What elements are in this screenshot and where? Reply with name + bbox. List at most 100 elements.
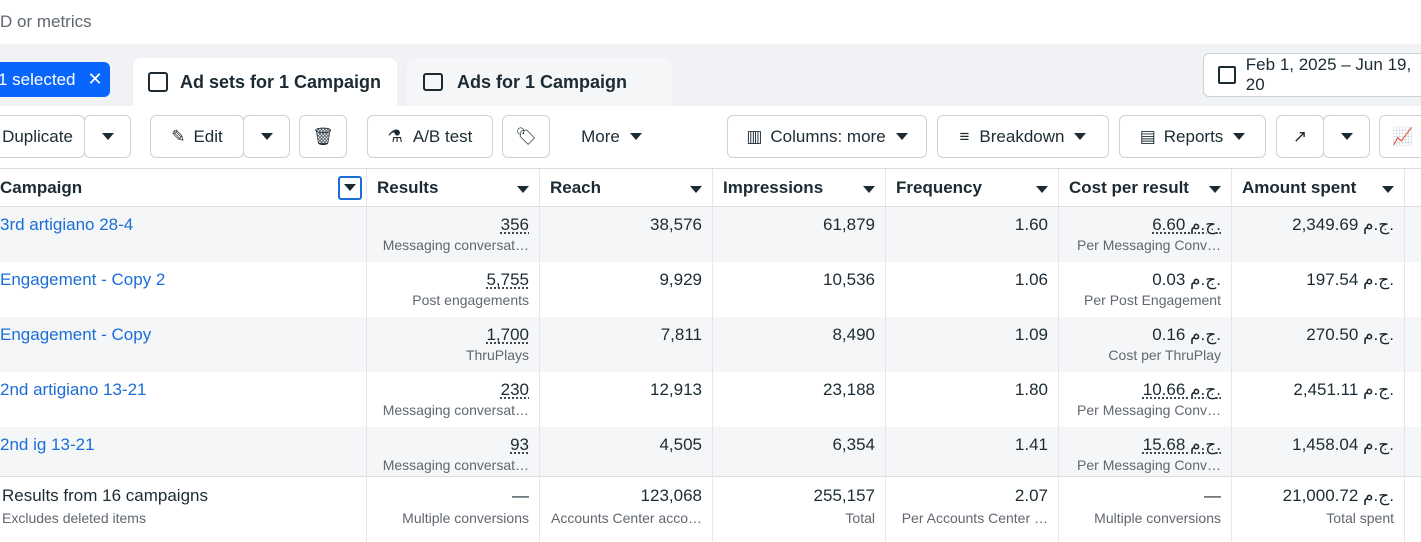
summary-subtitle: Excludes deleted items xyxy=(2,510,146,526)
selected-label: 1 selected xyxy=(0,69,76,89)
button-label: Columns: more xyxy=(770,126,886,146)
table-cell: 2,349.69 ج.م. xyxy=(1232,207,1405,262)
date-range: Feb 1, 2025 – Jun 19, 20 xyxy=(1245,55,1412,94)
dropdown-button[interactable] xyxy=(84,115,131,158)
tag-button[interactable]: 🏷 xyxy=(502,115,550,158)
table-cell: 61,879 xyxy=(713,207,886,262)
columns-button[interactable]: ▥ Columns: more xyxy=(727,115,927,158)
cell-value: 4,505 xyxy=(659,435,702,454)
column-header[interactable]: Frequency xyxy=(886,169,1059,207)
cell-value: 270.50 ج.م. xyxy=(1306,325,1394,344)
sort-caret[interactable] xyxy=(338,175,362,200)
cell-subtext: ThruPlays xyxy=(465,347,529,363)
sort-caret[interactable] xyxy=(1209,178,1221,198)
cell-value: 93 xyxy=(510,435,529,454)
table-cell: 2,451.11 ج.م. xyxy=(1232,372,1405,427)
cell-value: 1.80 xyxy=(1014,380,1048,399)
summary-subtext: Multiple conversions xyxy=(1094,510,1221,526)
column-header[interactable]: Cost per result xyxy=(1059,169,1232,207)
campaign-link[interactable]: 3rd artigiano 28-4 xyxy=(0,215,134,234)
summary-subtext: Accounts Center acco… xyxy=(551,510,702,526)
campaign-link[interactable]: 2nd ig 13-21 xyxy=(0,435,95,454)
table-row xyxy=(0,427,1421,476)
ab-test-button[interactable]: ⚗ A/B test xyxy=(367,115,493,158)
column-title: Reach xyxy=(550,177,602,197)
table-row xyxy=(0,372,1421,427)
cell-value: 230 xyxy=(500,380,529,399)
selected-pill[interactable]: 1 selected ✕ xyxy=(0,62,110,97)
table-cell: 1,458.04 ج.م. xyxy=(1232,427,1405,476)
table-cell: 7,811 xyxy=(540,317,713,372)
column-header[interactable]: Results xyxy=(367,169,540,207)
campaign-link[interactable]: 2nd artigiano 13-21 xyxy=(0,380,147,399)
tab-label: Ads for 1 Campaign xyxy=(457,71,628,92)
summary-cell: 255,157 Total xyxy=(713,476,886,542)
cell-value: 6.60 ج.م. xyxy=(1152,215,1221,234)
table-row xyxy=(0,317,1421,372)
column-title: Impressions xyxy=(723,177,824,197)
button-label: More xyxy=(581,126,620,146)
date-picker[interactable]: Feb 1, 2025 – Jun 19, 20 xyxy=(1203,53,1421,97)
table-cell: 38,576 xyxy=(540,207,713,262)
cell-subtext: Per Messaging Conv… xyxy=(1077,237,1221,253)
column-header[interactable]: Reach xyxy=(540,169,713,207)
more-button[interactable]: More xyxy=(563,115,660,158)
cell-subtext: Messaging conversat… xyxy=(382,237,529,253)
cell-value: 8,490 xyxy=(832,325,875,344)
summary-subtext: Multiple conversions xyxy=(402,510,529,526)
table-cell: 2nd ig 13-21 xyxy=(0,427,367,476)
search-bar[interactable]: D or metrics xyxy=(0,0,1421,44)
sort-caret[interactable] xyxy=(690,178,702,198)
table-cell: 3rd artigiano 28-4 xyxy=(0,207,367,262)
edit-button[interactable]: ✎ Edit xyxy=(150,115,244,158)
tab[interactable]: Ad sets for 1 Campaign xyxy=(133,58,397,106)
table-cell: 1.06 xyxy=(886,262,1059,317)
dropdown-button[interactable] xyxy=(1323,115,1370,158)
campaign-link[interactable]: Engagement - Copy xyxy=(0,325,152,344)
delete-button[interactable]: 🗑 xyxy=(299,115,347,158)
button-label: A/B test xyxy=(412,126,473,146)
summary-cell: 21,000.72 ج.م. Total spent xyxy=(1232,476,1405,542)
table-cell: 270.50 ج.م. xyxy=(1232,317,1405,372)
summary-value: — xyxy=(512,486,529,505)
campaign-table: Campaign Results Reach Impressions Frequency… xyxy=(0,168,1421,542)
column-title: Cost per result xyxy=(1069,177,1189,197)
summary-value: 21,000.72 ج.م. xyxy=(1282,486,1394,505)
table-row xyxy=(0,207,1421,262)
duplicate-button[interactable]: Duplicate xyxy=(0,115,85,158)
sort-caret[interactable] xyxy=(863,178,875,198)
chart-button[interactable]: 📈 xyxy=(1379,115,1421,158)
sort-caret[interactable] xyxy=(517,178,529,198)
button-label: Duplicate xyxy=(2,126,73,146)
column-header[interactable]: Campaign xyxy=(0,169,367,207)
sort-caret[interactable] xyxy=(1382,178,1394,198)
cell-value: 7,811 xyxy=(660,325,702,344)
summary-value: 2.07 xyxy=(1014,486,1048,505)
table-cell: 9,929 xyxy=(540,262,713,317)
summary-title: Results from 16 campaigns xyxy=(2,486,208,505)
column-header[interactable]: Impressions xyxy=(713,169,886,207)
campaign-link[interactable]: Engagement - Copy 2 xyxy=(0,270,166,289)
cell-subtext: Per Messaging Conv… xyxy=(1077,457,1221,473)
cell-value: 38,576 xyxy=(650,215,702,234)
cell-value: 2,349.69 ج.م. xyxy=(1292,215,1394,234)
table-cell: 10,536 xyxy=(713,262,886,317)
dropdown-button[interactable] xyxy=(243,115,290,158)
column-title: Amount spent xyxy=(1242,177,1357,197)
column-header[interactable]: Amount spent xyxy=(1232,169,1405,207)
sort-caret[interactable] xyxy=(1036,178,1048,198)
table-cell: 1,700 ThruPlays xyxy=(367,317,540,372)
summary-value: — xyxy=(1204,486,1221,505)
export-button[interactable]: ↗ xyxy=(1276,115,1324,158)
tab[interactable]: Ads for 1 Campaign xyxy=(407,58,672,106)
cell-value: 356 xyxy=(500,215,529,234)
column-title: Frequency xyxy=(896,177,982,197)
table-row xyxy=(0,262,1421,317)
button-label: Edit xyxy=(193,126,223,146)
breakdown-button[interactable]: ≡ Breakdown xyxy=(937,115,1109,158)
reports-button[interactable]: ▤ Reports xyxy=(1119,115,1266,158)
table-cell: 12,913 xyxy=(540,372,713,427)
table-cell: 6,354 xyxy=(713,427,886,476)
cell-value: 1.06 xyxy=(1014,270,1048,289)
